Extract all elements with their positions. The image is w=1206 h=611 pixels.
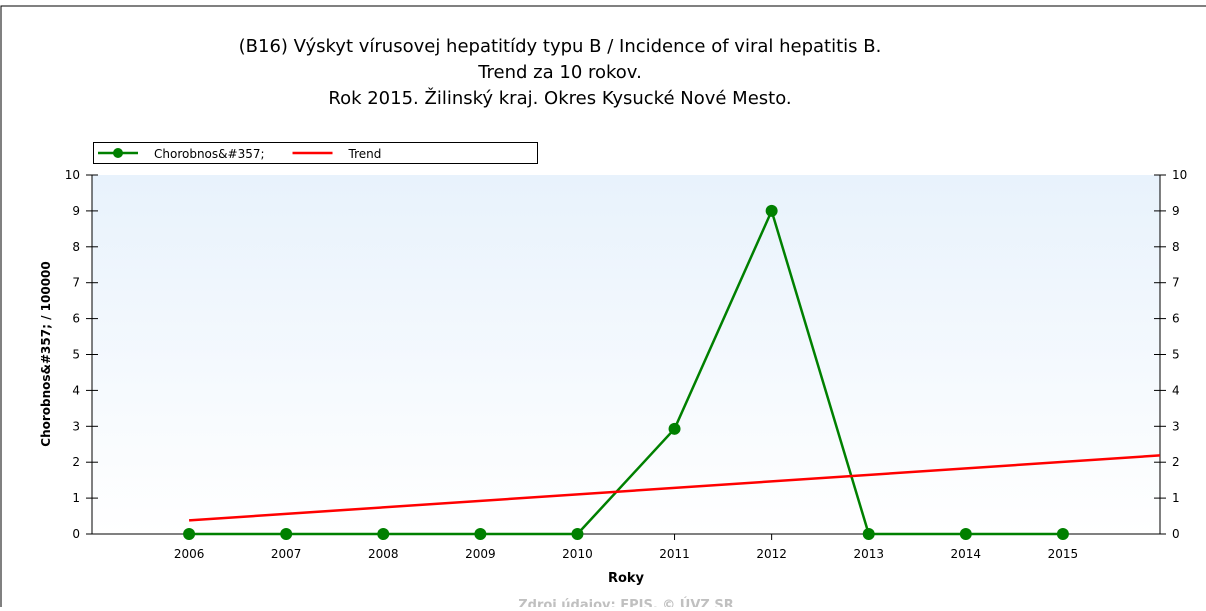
x-tick-label: 2010 <box>562 547 593 561</box>
y-tick-label: 8 <box>72 240 80 254</box>
x-tick-label: 2014 <box>951 547 982 561</box>
point <box>959 528 972 540</box>
y2-tick-label: 0 <box>1172 527 1180 541</box>
title-line: Trend za 10 rokov. <box>477 62 642 83</box>
y-tick-label: 3 <box>72 419 80 433</box>
y2-tick-label: 10 <box>1172 168 1187 182</box>
y2-tick-label: 5 <box>1172 348 1180 362</box>
y-tick-label: 4 <box>72 383 80 397</box>
frame <box>0 5 1206 607</box>
y-tick-label: 5 <box>72 348 80 362</box>
title-line: Rok 2015. Žilinský kraj. Okres Kysucké N… <box>328 87 791 109</box>
y-tick-label: 10 <box>65 168 80 182</box>
y-tick-label: 9 <box>72 204 80 218</box>
x-tick-label: 2015 <box>1048 547 1079 561</box>
y-axis-label: Chorobnos&#357; / 100000 <box>39 261 53 446</box>
x-tick-label: 2009 <box>465 547 496 561</box>
point <box>862 528 875 540</box>
legend-marker <box>113 148 123 158</box>
point <box>183 528 196 540</box>
x-tick-label: 2008 <box>368 547 399 561</box>
y2-tick-label: 8 <box>1172 240 1180 254</box>
y2-tick-label: 2 <box>1172 455 1180 469</box>
y-tick-label: 1 <box>72 491 80 505</box>
source-note: Zdroj údajov: EPIS, © ÚVZ SR <box>518 597 734 607</box>
x-axis-label: Roky <box>608 571 645 586</box>
series-line <box>189 207 1063 536</box>
x-tick-label: 2013 <box>853 547 884 561</box>
point <box>1056 528 1069 540</box>
x-tick-label: 2006 <box>174 547 205 561</box>
y2-tick-label: 4 <box>1172 383 1180 397</box>
title-line: (B16) Výskyt vírusovej hepatitídy typu B… <box>239 36 882 57</box>
legend-label: Trend <box>348 147 382 161</box>
y-tick-label: 6 <box>72 312 80 326</box>
point <box>280 528 293 540</box>
point <box>474 528 487 540</box>
x-tick-label: 2012 <box>756 547 787 561</box>
x-tick-label: 2007 <box>271 547 302 561</box>
y-tick-label: 0 <box>72 527 80 541</box>
y2-tick-label: 9 <box>1172 204 1180 218</box>
series-line <box>189 454 1161 522</box>
point <box>668 422 681 435</box>
point <box>765 204 778 217</box>
x-tick-label: 2011 <box>659 547 690 561</box>
y2-tick-label: 1 <box>1172 491 1180 505</box>
legend-label: Chorobnos&#357; <box>154 147 265 161</box>
y2-tick-label: 7 <box>1172 276 1180 290</box>
y-tick-label: 7 <box>72 276 80 290</box>
y2-tick-label: 3 <box>1172 419 1180 433</box>
y2-tick-label: 6 <box>1172 312 1180 326</box>
point <box>377 528 390 540</box>
plot-area <box>92 175 1160 534</box>
point <box>571 528 584 540</box>
y-tick-label: 2 <box>72 455 80 469</box>
